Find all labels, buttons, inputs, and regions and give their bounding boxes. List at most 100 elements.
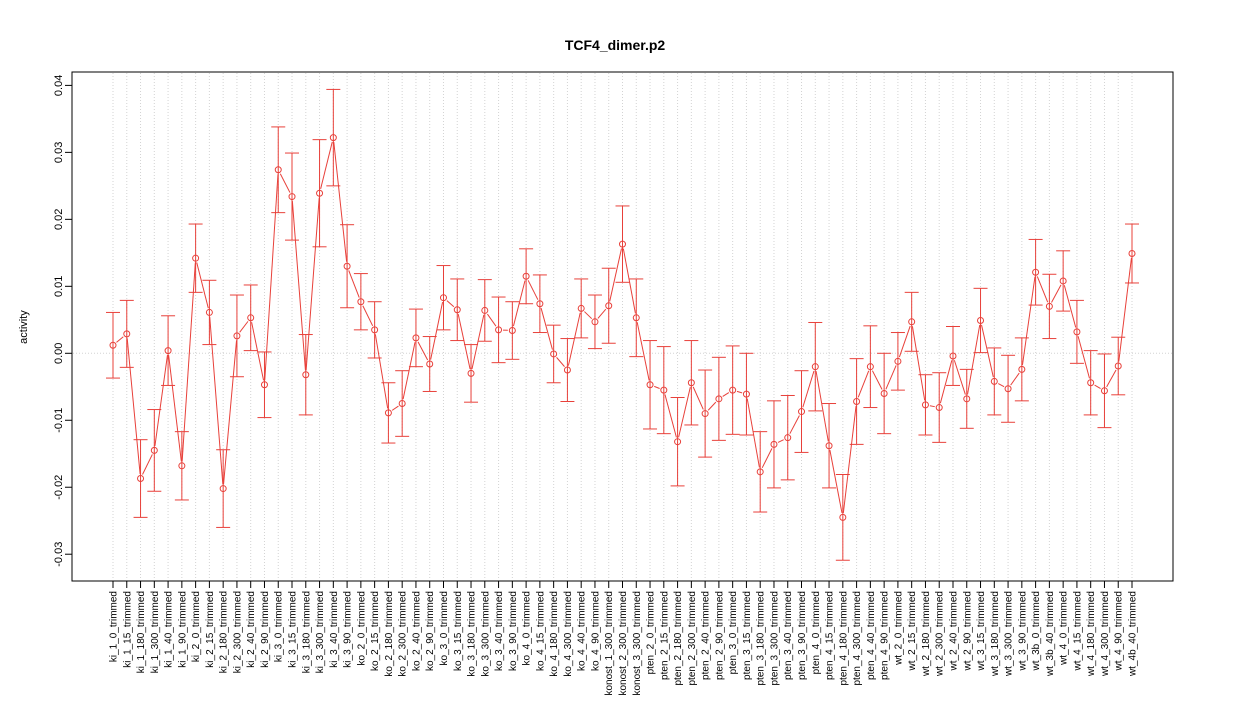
data-point (357, 298, 365, 306)
x-tick-label: ki_1_15_trimmed (122, 591, 133, 668)
data-point (839, 513, 847, 521)
series-segment (181, 262, 196, 462)
series-segment (362, 305, 374, 327)
data-point (453, 306, 461, 314)
x-tick-label: ko_4_15_trimmed (535, 591, 546, 671)
x-tick-label: wt_2_300_trimmed (935, 591, 946, 677)
series-segment (305, 197, 320, 371)
series-segment (622, 248, 636, 314)
series-segment (223, 340, 238, 485)
data-point (949, 352, 957, 360)
series-segment (540, 307, 553, 350)
data-point (798, 408, 806, 416)
x-tick-label: ki_1_0_trimmed (109, 591, 120, 662)
x-tick-label: wt_3_90_trimmed (1017, 591, 1028, 671)
x-tick-label: ki_3_90_trimmed (343, 591, 354, 668)
x-tick-label: ki_2_0_trimmed (191, 591, 202, 662)
data-point (660, 386, 668, 394)
x-tick-label: wt_4_0_trimmed (1059, 591, 1070, 666)
x-tick-label: ko_2_0_trimmed (356, 591, 367, 665)
y-axis: -0.03 -0.02 -0.01 0.00 0.01 0.02 0.03 0.04 (53, 75, 72, 567)
data-point (880, 389, 888, 397)
data-point (219, 485, 227, 493)
x-tick-label: ki_1_180_trimmed (136, 591, 147, 673)
data-point (756, 468, 764, 476)
data-point (619, 240, 626, 248)
series-segment (842, 405, 857, 513)
x-tick-label: ko_3_0_trimmed (439, 591, 450, 665)
x-tick-label: ki_3_40_trimmed (329, 591, 340, 668)
x-tick-label: ko_3_15_trimmed (453, 591, 464, 671)
data-point (921, 401, 929, 409)
y-axis-label: activity (18, 310, 30, 344)
x-tick-label: pten_3_40_trimmed (783, 591, 794, 680)
series-segment (1036, 276, 1049, 303)
series-segment (320, 141, 333, 189)
data-point (729, 386, 737, 394)
series-segment (746, 398, 760, 468)
x-tick-label: wt_4b_40_trimmed (1128, 591, 1139, 677)
series-segment (567, 312, 581, 366)
series-segment (1021, 276, 1036, 365)
x-tick-label: pten_4_180_trimmed (838, 591, 849, 686)
data-point (550, 350, 558, 358)
x-tick-label: ko_2_40_trimmed (411, 591, 422, 671)
series-segment (654, 385, 660, 389)
x-tick-label: wt_4_180_trimmed (1086, 591, 1097, 677)
data-point (398, 400, 406, 408)
data-point (674, 438, 682, 446)
data-point (178, 462, 186, 470)
x-tick-label: ki_3_300_trimmed (315, 591, 326, 673)
series-segment (998, 383, 1005, 388)
data-point (1100, 387, 1108, 395)
x-tick-label: wt_3_300_trimmed (1004, 591, 1015, 677)
x-tick-label: wt_2_40_trimmed (948, 591, 959, 671)
series-segment (264, 174, 279, 381)
data-point (784, 434, 792, 442)
data-point (825, 442, 833, 450)
data-point (522, 272, 530, 280)
series-segment (815, 371, 829, 442)
series-segment (953, 360, 966, 395)
data-point (632, 314, 640, 322)
chart-title: TCF4_dimer.p2 (565, 37, 666, 53)
data-point (1045, 302, 1053, 310)
x-tick-label: pten_4_15_trimmed (825, 591, 836, 680)
data-point (247, 314, 255, 322)
data-points (109, 134, 1136, 521)
series-segment (885, 365, 897, 390)
data-point (481, 306, 489, 314)
x-tick-label: konost_2_300_trimmed (618, 591, 629, 696)
x-tick-label: ki_2_180_trimmed (219, 591, 230, 673)
data-point (646, 381, 654, 389)
data-point (591, 318, 599, 326)
data-point (371, 326, 379, 334)
x-tick-label: ko_4_40_trimmed (577, 591, 588, 671)
y-tick-label: -0.01 (53, 408, 65, 433)
series-segment (692, 386, 704, 410)
x-tick-label: ki_1_90_trimmed (177, 591, 188, 668)
x-tick-label: pten_4_40_trimmed (866, 591, 877, 680)
x-tick-label: ki_3_0_trimmed (274, 591, 285, 662)
x-tick-label: pten_2_15_trimmed (659, 591, 670, 680)
data-point (894, 357, 902, 365)
x-tick-label: wt_3_15_trimmed (976, 591, 987, 671)
series-segment (446, 300, 455, 308)
x-tick-label: pten_2_180_trimmed (673, 591, 684, 686)
data-point (508, 327, 516, 335)
series-segment (251, 322, 265, 381)
data-point (963, 395, 971, 403)
x-tick-label: pten_3_90_trimmed (797, 591, 808, 680)
series-segment (597, 308, 607, 319)
data-point (274, 166, 282, 174)
series-segment (471, 314, 485, 370)
series-segment (126, 338, 141, 475)
x-tick-label: pten_3_0_trimmed (728, 591, 739, 674)
series-segment (939, 360, 953, 404)
y-tick-label: 0.02 (53, 209, 65, 230)
data-point (384, 409, 392, 417)
y-tick-label: -0.02 (53, 475, 65, 500)
series-segment (417, 341, 429, 361)
data-point (137, 475, 145, 483)
